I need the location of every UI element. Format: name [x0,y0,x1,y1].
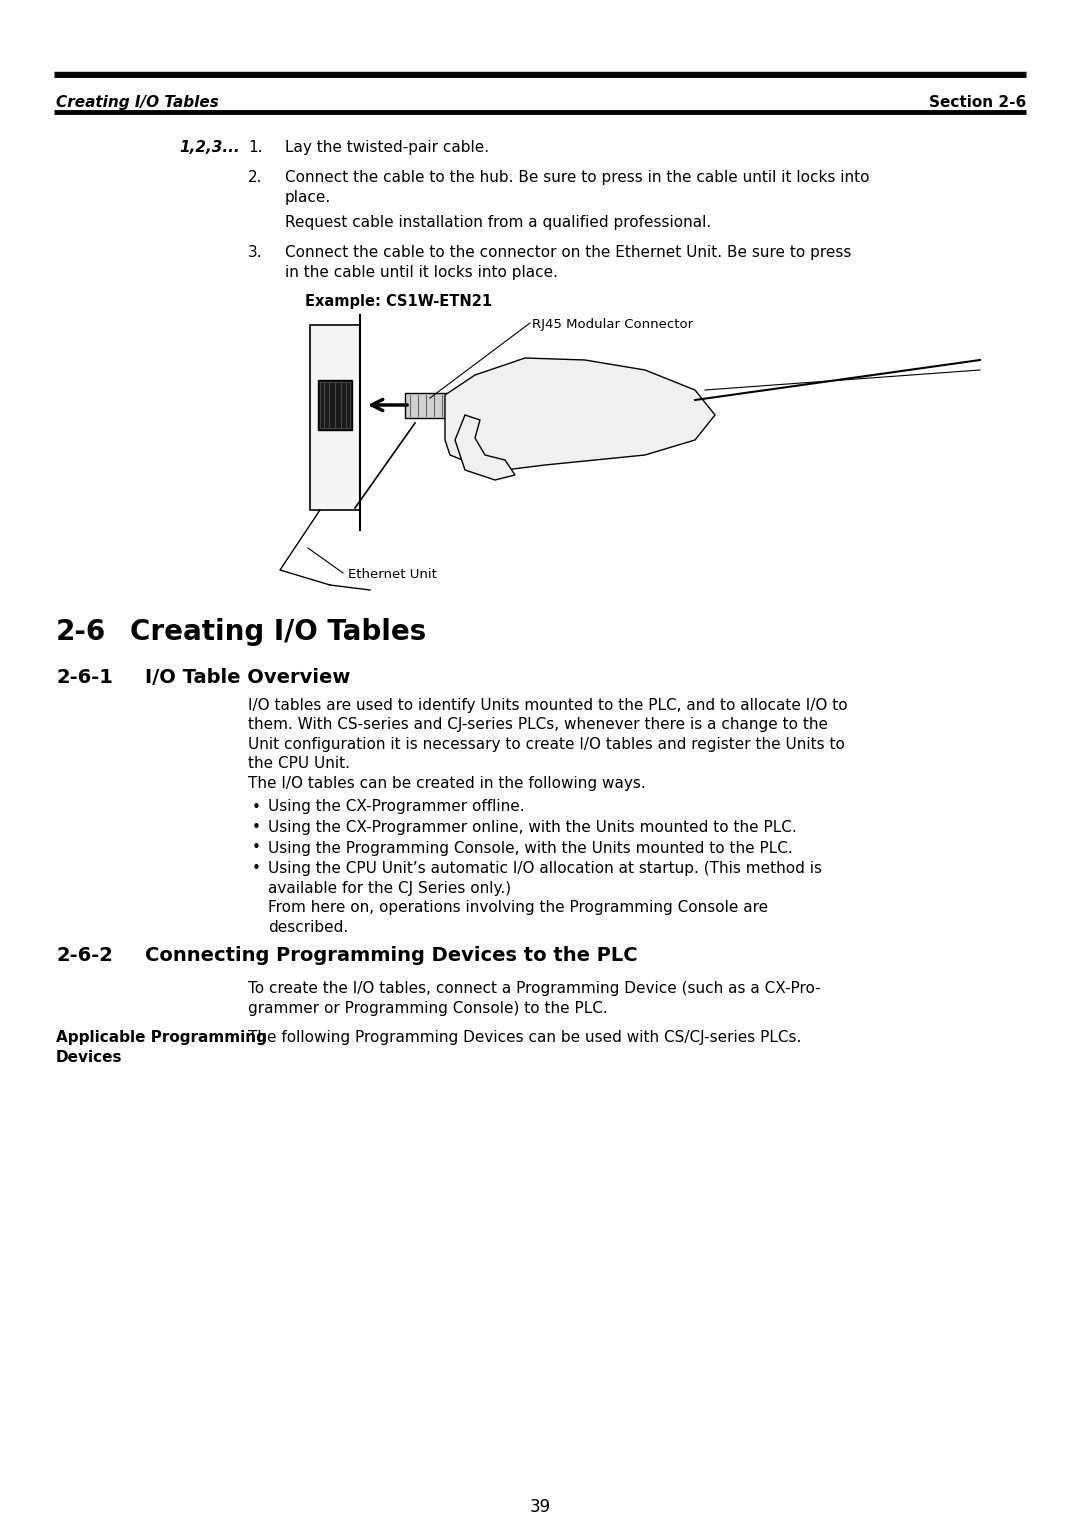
Text: place.: place. [285,189,332,205]
Text: 2-6-1: 2-6-1 [56,668,113,688]
Text: Section 2-6: Section 2-6 [929,95,1026,110]
Text: 39: 39 [529,1497,551,1516]
Text: The following Programming Devices can be used with CS/CJ-series PLCs.: The following Programming Devices can be… [248,1030,801,1045]
Text: the CPU Unit.: the CPU Unit. [248,756,350,772]
Text: Example: CS1W-ETN21: Example: CS1W-ETN21 [305,293,492,309]
Text: 2-6: 2-6 [56,617,106,646]
Text: 3.: 3. [248,244,262,260]
Text: Ethernet Unit: Ethernet Unit [348,568,437,581]
Text: Lay the twisted-pair cable.: Lay the twisted-pair cable. [285,141,489,154]
Bar [318,380,352,429]
Text: Devices: Devices [56,1050,122,1065]
Text: Connecting Programming Devices to the PLC: Connecting Programming Devices to the PL… [145,946,637,966]
Text: described.: described. [268,920,348,935]
Text: grammer or Programming Console) to the PLC.: grammer or Programming Console) to the P… [248,1001,608,1016]
Text: them. With CS-series and CJ-series PLCs, whenever there is a change to the: them. With CS-series and CJ-series PLCs,… [248,718,828,732]
Text: in the cable until it locks into place.: in the cable until it locks into place. [285,264,558,280]
Text: Using the Programming Console, with the Units mounted to the PLC.: Using the Programming Console, with the … [268,840,793,856]
Bar [310,325,360,510]
Text: To create the I/O tables, connect a Programming Device (such as a CX-Pro-: To create the I/O tables, connect a Prog… [248,981,821,996]
Text: •: • [252,860,261,876]
Text: Connect the cable to the connector on the Ethernet Unit. Be sure to press: Connect the cable to the connector on th… [285,244,851,260]
Text: Using the CX-Programmer online, with the Units mounted to the PLC.: Using the CX-Programmer online, with the… [268,821,797,834]
Text: Request cable installation from a qualified professional.: Request cable installation from a qualif… [285,215,712,231]
Polygon shape [455,416,515,480]
Text: I/O Table Overview: I/O Table Overview [145,668,350,688]
Text: 2-6-2: 2-6-2 [56,946,113,966]
Text: Creating I/O Tables: Creating I/O Tables [130,617,427,646]
Bar [405,393,455,419]
Text: 2.: 2. [248,170,262,185]
Text: Using the CPU Unit’s automatic I/O allocation at startup. (This method is: Using the CPU Unit’s automatic I/O alloc… [268,860,822,876]
Text: I/O tables are used to identify Units mounted to the PLC, and to allocate I/O to: I/O tables are used to identify Units mo… [248,698,848,714]
Text: 1.: 1. [248,141,262,154]
Text: The I/O tables can be created in the following ways.: The I/O tables can be created in the fol… [248,776,646,792]
Text: 1,2,3...: 1,2,3... [179,141,240,154]
Text: RJ45 Modular Connector: RJ45 Modular Connector [532,318,693,332]
Text: Applicable Programming: Applicable Programming [56,1030,267,1045]
Polygon shape [445,358,715,471]
Text: Connect the cable to the hub. Be sure to press in the cable until it locks into: Connect the cable to the hub. Be sure to… [285,170,869,185]
Bar [320,382,350,428]
Text: Creating I/O Tables: Creating I/O Tables [56,95,219,110]
Text: •: • [252,840,261,856]
Text: available for the CJ Series only.): available for the CJ Series only.) [268,880,511,895]
Text: Unit configuration it is necessary to create I/O tables and register the Units t: Unit configuration it is necessary to cr… [248,736,845,752]
Text: •: • [252,821,261,834]
Text: •: • [252,799,261,814]
Text: From here on, operations involving the Programming Console are: From here on, operations involving the P… [268,900,768,915]
Text: Using the CX-Programmer offline.: Using the CX-Programmer offline. [268,799,525,814]
